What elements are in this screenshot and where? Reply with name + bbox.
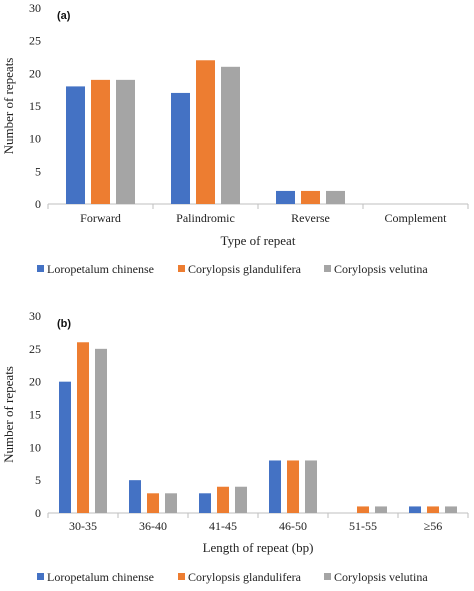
x-axis-title: Type of repeat [221, 233, 296, 248]
x-tick-label: 30-35 [69, 519, 97, 533]
x-tick-label: Forward [80, 211, 121, 225]
y-tick-label: 0 [35, 506, 41, 520]
y-tick-label: 25 [29, 34, 41, 48]
legend: Loropetalum chinense Corylopsis glandulif… [37, 570, 428, 584]
x-tick-label: 36-40 [139, 519, 167, 533]
legend-label: Corylopsis glandulifera [188, 570, 302, 584]
bar [305, 460, 317, 513]
x-tick-label: 41-45 [209, 519, 237, 533]
legend: Loropetalum chinense Corylopsis glandulif… [37, 262, 428, 276]
legend-label: Corylopsis velutina [334, 262, 428, 276]
y-tick-label: 20 [29, 66, 41, 80]
legend-label: Corylopsis glandulifera [188, 262, 302, 276]
bar [95, 348, 107, 513]
y-tick-label: 30 [29, 1, 41, 15]
y-tick-label: 0 [35, 197, 41, 211]
bar [77, 342, 89, 513]
x-tick-label: 51-55 [349, 519, 377, 533]
legend-swatch [178, 573, 185, 580]
bar [445, 506, 457, 513]
bar [129, 480, 141, 513]
legend-swatch [37, 265, 44, 272]
y-tick-label: 15 [29, 99, 41, 113]
x-tick-label: ≥56 [424, 519, 443, 533]
bar [221, 66, 240, 204]
bar [199, 493, 211, 513]
bar [301, 190, 320, 204]
y-tick-label: 15 [29, 408, 41, 422]
bar [409, 506, 421, 513]
bar [66, 86, 85, 204]
y-tick-label: 25 [29, 342, 41, 356]
bar [276, 190, 295, 204]
legend-label: Corylopsis velutina [334, 570, 428, 584]
bar [217, 486, 229, 513]
panel-label: (a) [57, 10, 71, 22]
y-tick-label: 5 [35, 164, 41, 178]
x-tick-label: Complement [385, 211, 448, 225]
y-axis-title: Number of repeats [1, 58, 16, 155]
x-axis-title: Length of repeat (bp) [203, 540, 314, 555]
x-tick-label: Reverse [291, 211, 330, 225]
x-tick-label: Palindromic [176, 211, 235, 225]
y-axis-title: Number of repeats [1, 366, 16, 463]
bar [116, 79, 135, 204]
bar [59, 381, 71, 513]
bar [287, 460, 299, 513]
legend-swatch [37, 573, 44, 580]
bar [326, 190, 345, 204]
chart-panel-b: 0 5 10 15 20 25 30 30-35 36-40 41-45 46-50 51-55 ≥56… [1, 309, 469, 584]
bar [427, 506, 439, 513]
bar [357, 506, 369, 513]
bar [375, 506, 387, 513]
bar [91, 79, 110, 204]
legend-label: Loropetalum chinense [47, 570, 154, 584]
panel-label: (b) [57, 318, 71, 330]
legend-label: Loropetalum chinense [47, 262, 154, 276]
legend-swatch [324, 573, 331, 580]
y-tick-label: 5 [35, 473, 41, 487]
bar [171, 92, 190, 204]
bar [165, 493, 177, 513]
bar [269, 460, 281, 513]
legend-swatch [324, 265, 331, 272]
bar [147, 493, 159, 513]
y-tick-label: 10 [29, 132, 41, 146]
y-tick-label: 20 [29, 375, 41, 389]
bar [235, 486, 247, 513]
y-tick-label: 10 [29, 440, 41, 454]
chart-panel-a: 0 5 10 15 20 25 30 Forward Palindromic Reverse Com… [1, 1, 469, 276]
bar [196, 60, 215, 205]
x-tick-label: 46-50 [279, 519, 307, 533]
legend-swatch [178, 265, 185, 272]
y-tick-label: 30 [29, 309, 41, 323]
